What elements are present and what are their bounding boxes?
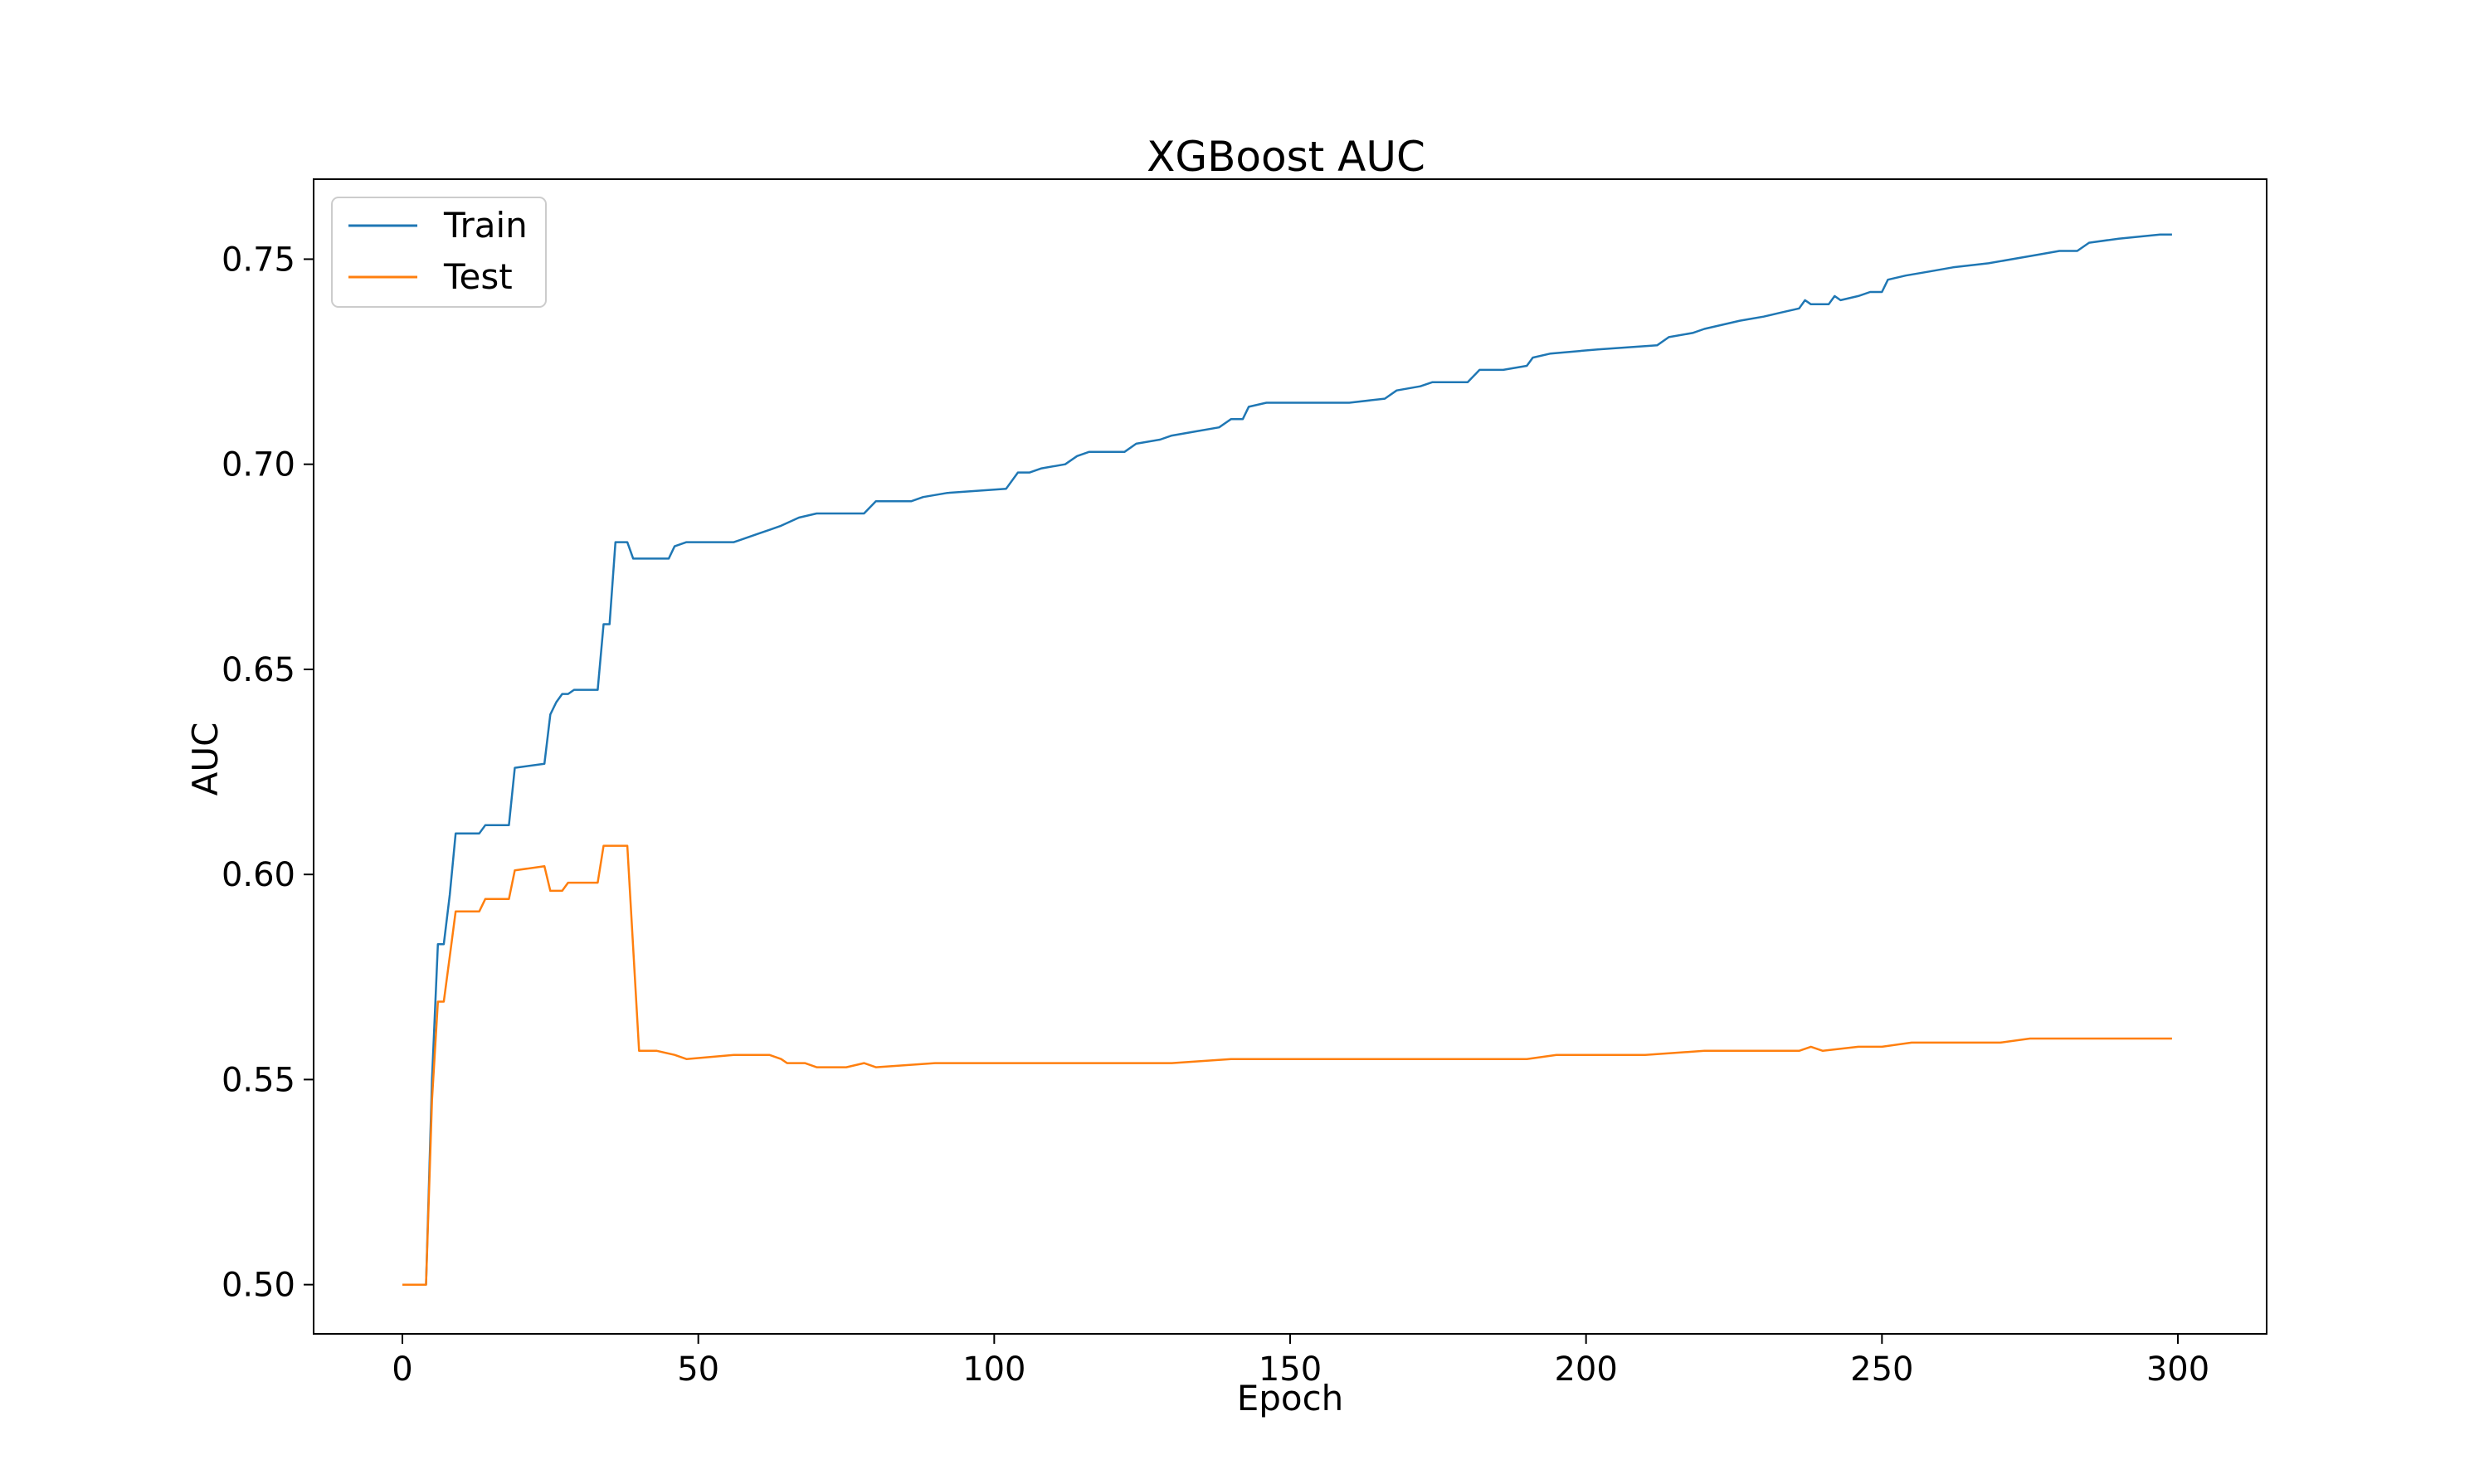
y-tick-label: 0.50 bbox=[222, 1267, 295, 1305]
plot-lines bbox=[402, 233, 2172, 1286]
legend-label-test: Test bbox=[443, 256, 513, 297]
chart-title: XGBoost AUC bbox=[1147, 133, 1425, 181]
y-tick-label: 0.55 bbox=[222, 1061, 295, 1099]
x-tick-label: 250 bbox=[1850, 1350, 1913, 1389]
x-tick-label: 200 bbox=[1554, 1350, 1617, 1389]
y-tick-label: 0.75 bbox=[222, 241, 295, 279]
series-line-test bbox=[402, 844, 2172, 1286]
x-tick-label: 300 bbox=[2146, 1350, 2209, 1389]
x-tick-label: 150 bbox=[1259, 1350, 1322, 1389]
series-line-train bbox=[402, 233, 2172, 1286]
legend-label-train: Train bbox=[443, 205, 528, 246]
x-tick-label: 0 bbox=[392, 1350, 412, 1389]
x-axis-label: Epoch bbox=[1237, 1378, 1344, 1418]
plot-area-frame bbox=[313, 178, 2267, 1335]
y-tick-label: 0.60 bbox=[222, 856, 295, 894]
y-tick-label: 0.65 bbox=[222, 651, 295, 689]
x-tick-label: 100 bbox=[962, 1350, 1025, 1389]
legend: Train Test bbox=[331, 197, 547, 308]
x-axis-ticks: 0 50 100 150 200 250 300 bbox=[392, 1334, 2209, 1389]
y-tick-label: 0.70 bbox=[222, 446, 295, 484]
x-tick-label: 50 bbox=[677, 1350, 719, 1389]
y-axis-label: AUC bbox=[185, 723, 226, 796]
y-axis-ticks: 0.50 0.55 0.60 0.65 0.70 0.75 bbox=[222, 241, 314, 1305]
